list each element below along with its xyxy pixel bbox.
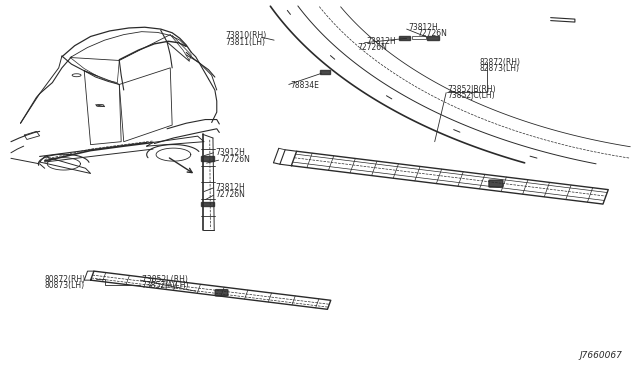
Text: 73852JB(RH): 73852JB(RH) [447,85,496,94]
FancyBboxPatch shape [489,180,503,187]
Bar [427,36,438,40]
Text: 73852JA(LH): 73852JA(LH) [141,281,189,290]
Bar [320,70,330,74]
Text: 82873(LH): 82873(LH) [479,64,519,73]
Bar [399,36,410,40]
Bar [202,157,214,161]
Ellipse shape [72,74,81,77]
Text: 72726N: 72726N [215,190,244,199]
Bar [202,202,214,206]
Text: 80873(LH): 80873(LH) [45,281,85,290]
Text: 73812H: 73812H [215,183,244,192]
Text: 80872(RH): 80872(RH) [45,275,86,283]
Text: 72726N: 72726N [220,155,250,164]
Text: 73811(LH): 73811(LH) [226,38,266,46]
Text: 73812H: 73812H [366,37,396,46]
Text: 72726N: 72726N [357,43,387,52]
Text: 73852JC(LH): 73852JC(LH) [447,91,495,100]
Text: 82872(RH): 82872(RH) [479,58,520,67]
Text: 73912H: 73912H [215,148,244,157]
FancyBboxPatch shape [215,290,228,296]
Text: 73812H: 73812H [408,23,438,32]
Text: 73852J (RH): 73852J (RH) [141,275,188,283]
Text: 78834E: 78834E [290,81,319,90]
Text: J7660067: J7660067 [580,351,623,360]
Text: 73810(RH): 73810(RH) [226,31,267,40]
Bar [412,36,426,39]
Text: 72726N: 72726N [417,29,447,38]
